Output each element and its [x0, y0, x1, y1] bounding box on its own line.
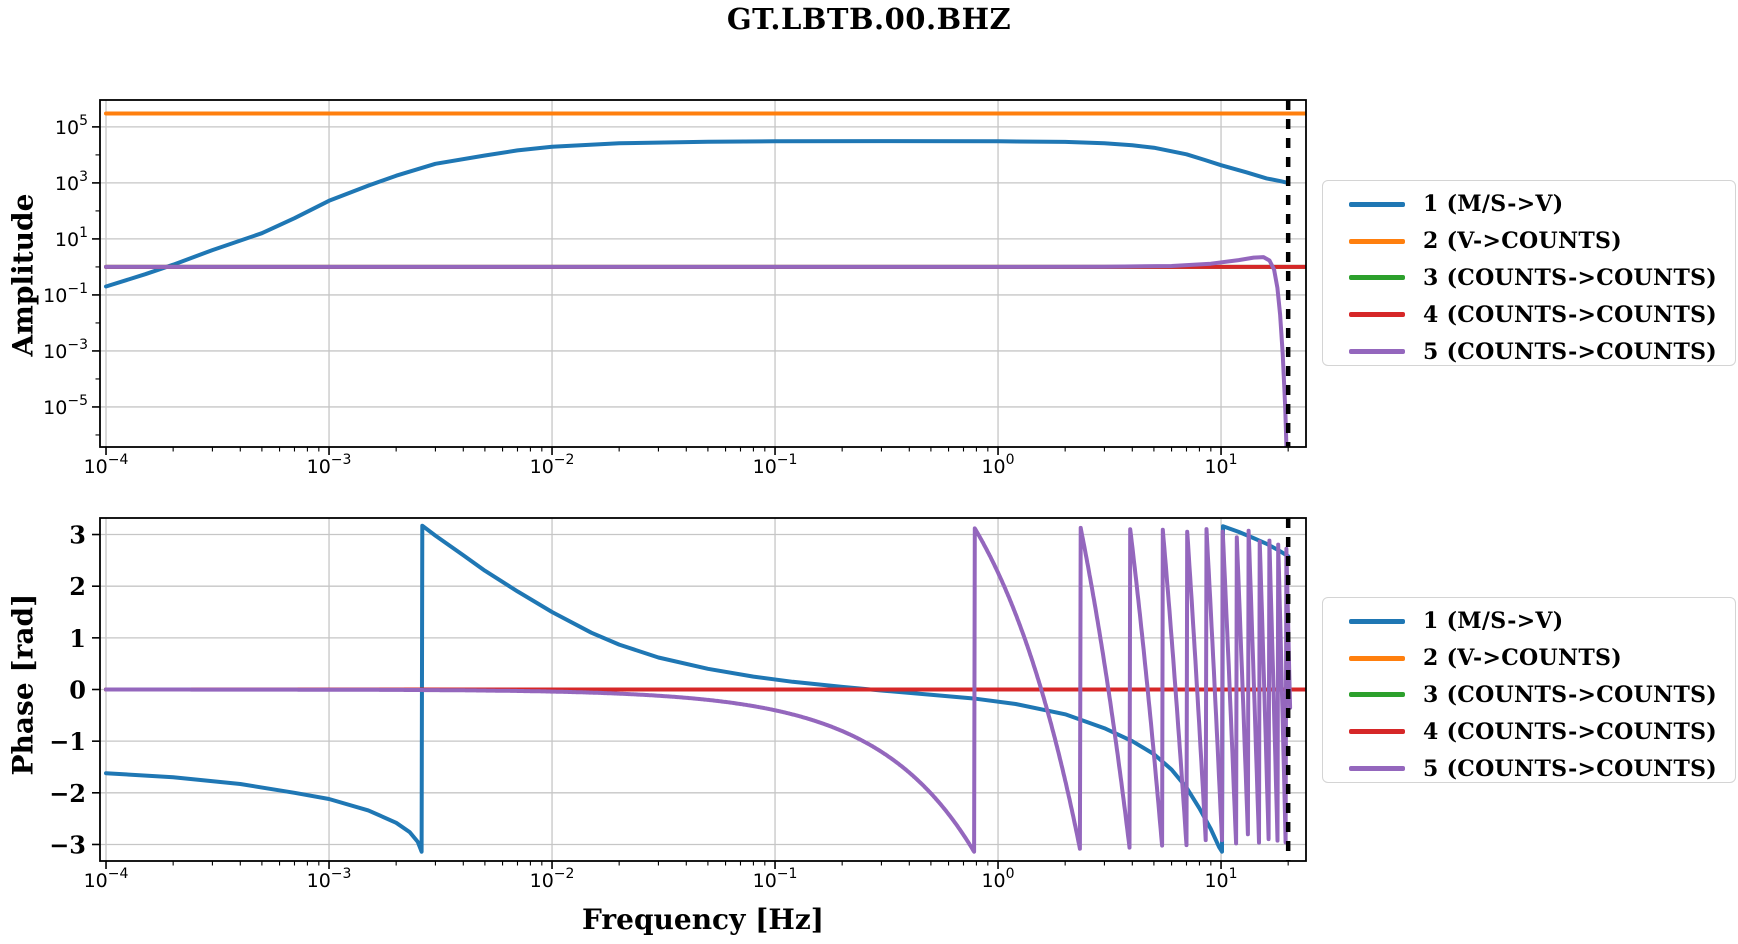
tick-label: 10−1	[43, 281, 88, 307]
legend-row: 5 (COUNTS->COUNTS)	[1323, 750, 1735, 787]
legend-label: 3 (COUNTS->COUNTS)	[1423, 681, 1718, 708]
ticks	[92, 126, 1289, 455]
legend-label: 5 (COUNTS->COUNTS)	[1423, 338, 1718, 365]
legend-line-swatch	[1349, 201, 1405, 207]
tick-label: 105	[55, 113, 88, 139]
legend-label: 1 (M/S->V)	[1423, 608, 1564, 635]
tick-label: 100	[981, 866, 1014, 892]
legend-line-swatch	[1349, 692, 1405, 698]
tick-label: 100	[981, 452, 1014, 478]
tick-label: 101	[1204, 866, 1237, 892]
tick-label: 2	[69, 572, 86, 601]
ticks	[92, 533, 1289, 869]
series-line-1	[104, 139, 1291, 289]
tick-label: 10−4	[84, 452, 129, 478]
tick-label: −1	[49, 727, 86, 756]
legend-row: 3 (COUNTS->COUNTS)	[1323, 260, 1735, 297]
series-line-5	[104, 255, 1289, 447]
page-title: GT.LBTB.00.BHZ	[726, 2, 1012, 36]
legend-row: 4 (COUNTS->COUNTS)	[1323, 713, 1735, 750]
legend-line-swatch	[1349, 312, 1405, 318]
legend-label: 4 (COUNTS->COUNTS)	[1423, 718, 1718, 745]
legend-line-swatch	[1349, 655, 1405, 661]
tick-label: 10−2	[530, 866, 575, 892]
series-lines	[104, 111, 1306, 447]
legend-row: 3 (COUNTS->COUNTS)	[1323, 677, 1735, 714]
legend-row: 4 (COUNTS->COUNTS)	[1323, 296, 1735, 333]
tick-label: 10−3	[307, 866, 352, 892]
legend-label: 4 (COUNTS->COUNTS)	[1423, 301, 1718, 328]
legend-label: 1 (M/S->V)	[1423, 191, 1564, 218]
amplitude-response: 10−4 10−3 10−2 10−1 100 101 105 103 101 10−1 10−3 1…	[43, 99, 1307, 478]
tick-labels: 10−4 10−3 10−2 10−1 100 101 105 103 101 10−1 10−3 1…	[43, 113, 1237, 478]
tick-label: 101	[1204, 452, 1237, 478]
legend-line-swatch	[1349, 618, 1405, 624]
legend-phase: 1 (M/S->V) 2 (V->COUNTS) 3 (COUNTS->COUN…	[1322, 597, 1736, 783]
legend-amplitude: 1 (M/S->V) 2 (V->COUNTS) 3 (COUNTS->COUN…	[1322, 180, 1736, 366]
legend-row: 1 (M/S->V)	[1323, 186, 1735, 223]
tick-label: 10−5	[43, 393, 88, 419]
tick-label: 10−2	[530, 452, 575, 478]
series-line-5	[104, 525, 1293, 854]
legend-row: 5 (COUNTS->COUNTS)	[1323, 333, 1735, 370]
legend-label: 2 (V->COUNTS)	[1423, 228, 1622, 255]
series-line-1	[104, 523, 1291, 854]
plot-frame	[99, 99, 1307, 448]
legend-line-swatch	[1349, 729, 1405, 735]
legend-line-swatch	[1349, 275, 1405, 281]
legend-line-swatch	[1349, 238, 1405, 244]
legend-row: 1 (M/S->V)	[1323, 603, 1735, 640]
tick-label: 0	[69, 676, 86, 705]
legend-row: 2 (V->COUNTS)	[1323, 223, 1735, 260]
legend-row: 2 (V->COUNTS)	[1323, 640, 1735, 677]
tick-label: 103	[55, 169, 88, 195]
tick-label: 10−3	[307, 452, 352, 478]
tick-label: 101	[55, 225, 88, 251]
tick-label: 3	[69, 521, 86, 550]
tick-label: −2	[49, 779, 86, 808]
tick-label: 1	[69, 624, 86, 653]
legend-label: 2 (V->COUNTS)	[1423, 645, 1622, 672]
legend-label: 5 (COUNTS->COUNTS)	[1423, 755, 1718, 782]
series-lines	[104, 523, 1306, 854]
legend-line-swatch	[1349, 766, 1405, 772]
tick-label: 10−1	[753, 452, 798, 478]
tick-label: −3	[49, 830, 86, 859]
tick-label: 10−4	[84, 866, 129, 892]
legend-label: 3 (COUNTS->COUNTS)	[1423, 264, 1718, 291]
legend-line-swatch	[1349, 349, 1405, 355]
grid	[100, 100, 1306, 447]
frequency-axis-label: Frequency [Hz]	[582, 903, 824, 936]
tick-label: 10−1	[753, 866, 798, 892]
tick-label: 10−3	[43, 337, 88, 363]
